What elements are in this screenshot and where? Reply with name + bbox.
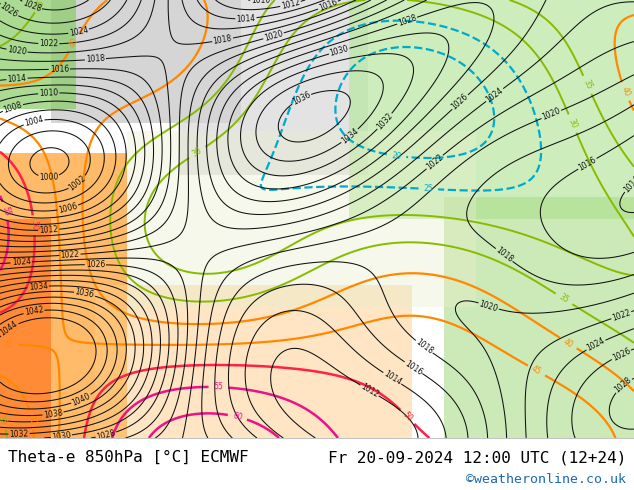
Text: 1012: 1012 <box>280 0 301 11</box>
Text: 1026: 1026 <box>0 1 20 20</box>
Text: 1038: 1038 <box>43 408 63 419</box>
Text: 1018: 1018 <box>494 245 514 265</box>
Text: 45: 45 <box>530 364 543 377</box>
Text: 35: 35 <box>557 293 571 305</box>
Text: 50: 50 <box>401 410 414 423</box>
Text: 1014: 1014 <box>622 174 634 194</box>
Text: 40: 40 <box>27 414 37 425</box>
Text: 1036: 1036 <box>74 288 95 300</box>
Bar <box>444 197 634 438</box>
Text: 1028: 1028 <box>22 0 42 13</box>
Text: 1002: 1002 <box>67 173 88 193</box>
Text: 1014: 1014 <box>382 369 403 387</box>
Text: 25: 25 <box>424 184 433 194</box>
Text: 1042: 1042 <box>23 305 44 318</box>
Text: 1026: 1026 <box>86 260 105 269</box>
Text: 1014: 1014 <box>236 14 256 24</box>
Text: 60: 60 <box>231 412 243 422</box>
Text: 1036: 1036 <box>290 90 312 107</box>
Text: 1022: 1022 <box>424 152 445 171</box>
Text: 1012: 1012 <box>39 225 58 235</box>
Text: 1034: 1034 <box>28 281 48 292</box>
Text: 1018: 1018 <box>212 34 233 46</box>
Text: 1022: 1022 <box>60 250 80 260</box>
Text: 1024: 1024 <box>484 86 505 104</box>
Text: 1020: 1020 <box>478 299 499 313</box>
Text: 1032: 1032 <box>10 429 29 439</box>
Text: Fr 20-09-2024 12:00 UTC (12+24): Fr 20-09-2024 12:00 UTC (12+24) <box>328 450 626 465</box>
Text: 1020: 1020 <box>263 29 284 43</box>
Text: 1010: 1010 <box>39 88 58 98</box>
Text: 1032: 1032 <box>375 111 394 131</box>
Bar <box>178 0 368 175</box>
Bar <box>0 0 76 109</box>
Text: 1040: 1040 <box>70 391 92 407</box>
Text: 1018: 1018 <box>414 338 434 356</box>
Text: 1026: 1026 <box>450 92 470 112</box>
Text: 35: 35 <box>581 78 593 91</box>
Text: 1028: 1028 <box>397 13 418 28</box>
Bar <box>95 285 412 438</box>
Text: 1008: 1008 <box>2 100 23 115</box>
Bar <box>0 153 127 438</box>
Text: 1016: 1016 <box>49 65 69 74</box>
Text: 1012: 1012 <box>359 382 380 399</box>
Text: 1016: 1016 <box>403 359 424 377</box>
Text: 1018: 1018 <box>86 54 105 64</box>
Text: 1030: 1030 <box>51 431 72 442</box>
Text: 1024: 1024 <box>11 257 31 268</box>
Text: 1028: 1028 <box>96 428 117 441</box>
Bar <box>51 0 241 122</box>
Text: 1016: 1016 <box>318 0 339 13</box>
Text: 55: 55 <box>214 382 223 392</box>
Text: 1000: 1000 <box>39 172 58 182</box>
Text: 1028: 1028 <box>613 376 633 395</box>
Text: 1010: 1010 <box>251 0 271 5</box>
Text: 35: 35 <box>34 0 47 11</box>
Text: 1022: 1022 <box>611 308 632 322</box>
Text: 30: 30 <box>566 117 579 130</box>
Text: 40: 40 <box>619 85 631 98</box>
Text: 1034: 1034 <box>339 126 360 146</box>
Text: 1004: 1004 <box>23 115 44 128</box>
Text: 40: 40 <box>562 337 575 349</box>
Bar <box>0 219 51 438</box>
Bar <box>349 0 634 219</box>
Text: 20: 20 <box>391 151 402 161</box>
Text: 1024: 1024 <box>585 337 607 353</box>
Text: 1014: 1014 <box>7 74 27 84</box>
Text: 1020: 1020 <box>541 107 562 122</box>
Text: 1026: 1026 <box>611 346 632 363</box>
Text: 1044: 1044 <box>0 320 20 338</box>
Text: 35: 35 <box>0 415 8 427</box>
Text: 55: 55 <box>0 205 11 217</box>
Text: Theta-e 850hPa [°C] ECMWF: Theta-e 850hPa [°C] ECMWF <box>8 450 249 465</box>
Text: 1006: 1006 <box>58 201 79 215</box>
Text: 1022: 1022 <box>39 39 58 49</box>
Text: 1024: 1024 <box>68 25 89 38</box>
Text: 30: 30 <box>191 146 204 159</box>
Text: 1020: 1020 <box>7 45 27 57</box>
Text: 40: 40 <box>68 36 81 49</box>
Text: ©weatheronline.co.uk: ©weatheronline.co.uk <box>467 473 626 486</box>
Text: 45: 45 <box>3 340 13 349</box>
Text: 1030: 1030 <box>328 44 350 58</box>
Text: 50: 50 <box>29 220 39 230</box>
Bar <box>127 131 476 307</box>
Text: 1016: 1016 <box>577 155 598 172</box>
